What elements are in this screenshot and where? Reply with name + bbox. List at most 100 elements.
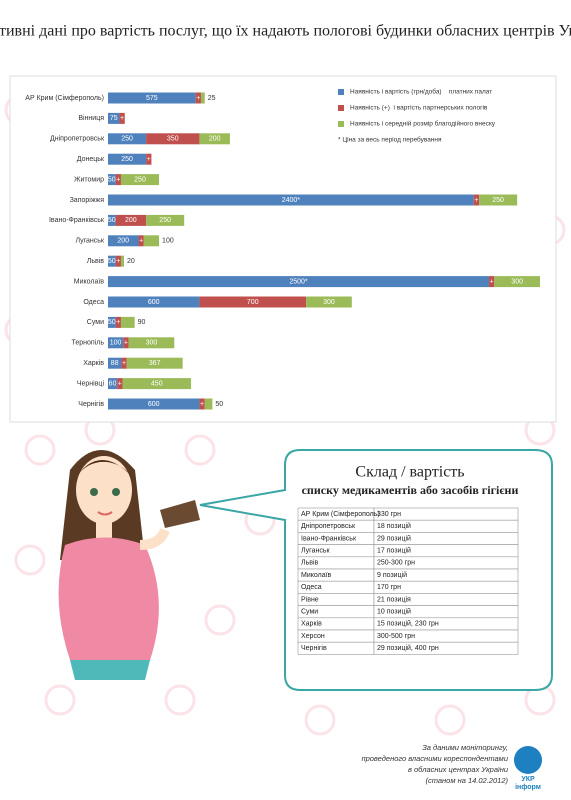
legend-label: Наявність і вартість (грн/доба) платних …: [350, 88, 492, 96]
bar-segment: [119, 112, 125, 124]
table-key: Чернігів: [301, 644, 327, 652]
value-label: +: [124, 340, 128, 347]
table-key: Львів: [301, 559, 319, 567]
table-value: 9 позицій: [377, 571, 407, 579]
value-label: 50: [108, 319, 116, 326]
bar-segment: [126, 357, 183, 369]
bar-segment: [117, 378, 123, 390]
bar-segment: [195, 92, 201, 104]
value-label: +: [139, 238, 143, 245]
woman-illustration: [58, 450, 200, 680]
value-label: 20: [127, 258, 135, 265]
table-subtitle: списку медикаментів або засобів гігієни: [302, 483, 519, 497]
value-label: +: [122, 360, 126, 367]
table-value: 29 позицій, 400 грн: [377, 644, 439, 652]
bar-segment: [146, 214, 185, 226]
value-label: 50: [108, 176, 116, 183]
table-value: 29 позицій: [377, 534, 411, 542]
bar-segment: [120, 316, 135, 328]
bar-segment: [121, 357, 127, 369]
value-label: 367: [149, 360, 161, 367]
source-line: (станом на 14.02.2012): [425, 776, 508, 785]
bar-segment: [122, 378, 192, 390]
value-label: +: [116, 319, 120, 326]
value-label: 200: [209, 136, 221, 143]
bar-segment: [146, 133, 200, 145]
value-label: 25: [208, 95, 216, 102]
bar-segment: [108, 194, 474, 206]
value-label: 600: [148, 299, 160, 306]
value-label: 250: [121, 136, 133, 143]
table-key: Миколаїв: [301, 572, 332, 579]
category-label: Миколаїв: [74, 278, 105, 285]
table-value: 18 позицій: [377, 522, 411, 530]
value-label: 200: [125, 217, 137, 224]
category-label: Луганськ: [75, 238, 104, 245]
value-label: 60: [109, 380, 117, 387]
bar-segment: [306, 296, 352, 308]
legend: [332, 82, 550, 154]
value-label: 100: [110, 340, 122, 347]
table-value: 170 грн: [377, 584, 401, 591]
value-label: +: [147, 156, 151, 163]
bar-segment: [108, 357, 122, 369]
bar-segment: [108, 378, 118, 390]
bar-segment: [479, 194, 518, 206]
value-label: 200: [117, 238, 129, 245]
bar-segment: [200, 92, 205, 104]
value-label: +: [118, 380, 122, 387]
value-label: 300: [511, 278, 523, 285]
bar-segment: [108, 398, 200, 410]
value-label: +: [200, 401, 204, 408]
bar-segment: [108, 133, 147, 145]
table-value: 10 позицій: [377, 608, 411, 616]
value-label: 75: [110, 115, 118, 122]
table-key: Суми: [301, 609, 318, 616]
legend-label: Наявність і середній розмір благодійного…: [350, 120, 496, 128]
legend-swatch: [338, 89, 344, 95]
bar-segment: [115, 316, 121, 328]
category-label: Запоріжжя: [70, 196, 105, 204]
value-label: +: [116, 176, 120, 183]
value-label: 250: [492, 197, 504, 204]
logo-text: УКР: [521, 776, 535, 783]
logo-text: інформ: [515, 783, 541, 791]
value-label: 250: [121, 156, 133, 163]
bar-segment: [473, 194, 480, 206]
bar-segment: [108, 316, 116, 328]
bar-segment: [488, 276, 495, 288]
bar-segment: [108, 153, 147, 165]
value-label: 250: [134, 176, 146, 183]
table-value: 21 позиція: [377, 595, 411, 603]
value-label: 700: [247, 299, 259, 306]
category-label: Тернопіль: [71, 339, 104, 347]
bar-segment: [143, 235, 160, 247]
table-key: Івано-Франківськ: [301, 534, 357, 542]
bar-segment: [120, 255, 124, 267]
bar-segment: [108, 174, 116, 186]
bar-segment: [115, 214, 147, 226]
value-label: +: [490, 278, 494, 285]
legend-items: Наявність і вартість (грн/доба) платних …: [338, 88, 496, 144]
table-value: 15 позицій, 230 грн: [377, 620, 439, 628]
source-line: в обласних центрах України: [408, 765, 509, 774]
value-label: 250: [159, 217, 171, 224]
table-key: АР Крим (Сімферополь): [301, 510, 380, 518]
value-label: 50: [108, 258, 116, 265]
bar-segment: [199, 398, 205, 410]
category-label: Суми: [87, 319, 104, 326]
bar-segment: [128, 337, 175, 349]
value-label: 575: [146, 95, 158, 102]
value-label: 50: [108, 217, 116, 224]
value-label: 350: [167, 136, 179, 143]
legend-swatch: [338, 105, 344, 111]
value-label: 450: [151, 380, 163, 387]
source-line: проведеного власними кореспондентами: [361, 754, 508, 763]
bar-segment: [108, 92, 196, 104]
table: АР Крим (Сімферополь)330 грн Дніпропетров…: [297, 507, 519, 655]
table-value: 300-500 грн: [377, 633, 415, 640]
table-key: Херсон: [301, 633, 325, 640]
value-label: 50: [215, 401, 223, 408]
